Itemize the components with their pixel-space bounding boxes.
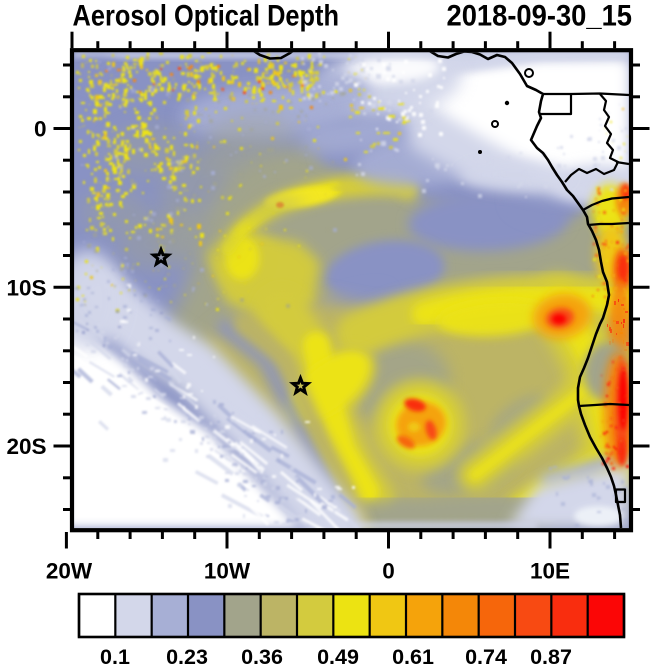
svg-text:0.23: 0.23	[166, 645, 208, 667]
svg-text:0.49: 0.49	[317, 645, 359, 667]
svg-text:20W: 20W	[46, 559, 93, 584]
svg-text:0: 0	[34, 117, 47, 142]
svg-text:0.74: 0.74	[465, 645, 507, 667]
svg-text:0: 0	[382, 559, 395, 584]
svg-text:Aerosol Optical Depth: Aerosol Optical Depth	[73, 0, 340, 33]
svg-text:10S: 10S	[6, 275, 46, 300]
svg-text:20S: 20S	[6, 434, 46, 459]
svg-text:10W: 10W	[204, 559, 251, 584]
svg-text:0.87: 0.87	[530, 645, 572, 667]
svg-text:0.61: 0.61	[392, 645, 434, 667]
svg-text:10E: 10E	[530, 559, 570, 584]
svg-text:2018-09-30_15: 2018-09-30_15	[447, 0, 633, 33]
svg-text:0.1: 0.1	[100, 645, 130, 667]
svg-text:0.36: 0.36	[241, 645, 283, 667]
